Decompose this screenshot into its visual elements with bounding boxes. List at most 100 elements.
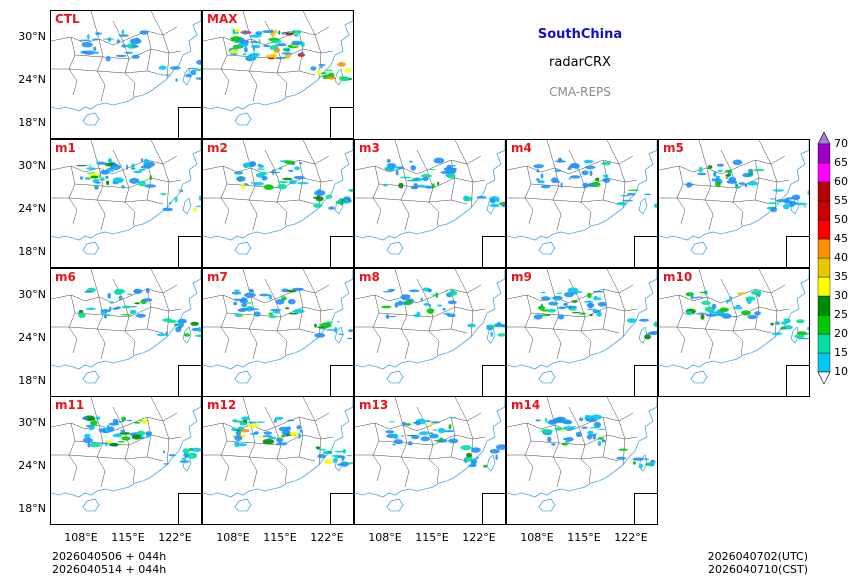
echo-cell <box>105 55 111 62</box>
coastline <box>51 397 201 498</box>
echo-cell <box>90 421 93 425</box>
echo-cell <box>121 184 125 189</box>
province-boundary <box>454 397 474 466</box>
province-boundary <box>355 326 468 334</box>
echo-cell <box>411 435 420 440</box>
echo-cell <box>328 206 335 210</box>
echo-cell <box>169 66 181 70</box>
echo-cell <box>255 54 259 58</box>
echo-cell <box>175 78 178 82</box>
echo-cell <box>130 167 136 170</box>
echo-cell <box>262 30 274 34</box>
echo-cell <box>279 166 283 170</box>
echo-cell <box>807 326 809 331</box>
system-title: CMA-REPS <box>549 85 611 99</box>
echo-cell <box>540 428 553 434</box>
echo-cell <box>742 173 752 178</box>
hainan-outline <box>234 498 252 512</box>
echo-cell <box>715 175 721 178</box>
echo-cell <box>601 161 612 166</box>
panel-label: m2 <box>207 141 228 155</box>
echo-cell <box>282 177 293 181</box>
echo-cell <box>427 288 432 293</box>
hainan-outline <box>538 370 556 384</box>
echo-cell <box>725 169 733 173</box>
province-boundary <box>242 269 252 298</box>
province-boundary <box>720 149 786 171</box>
longitude-tick-label: 115°E <box>567 531 601 544</box>
echo-cell <box>82 416 89 420</box>
echo-cell <box>448 290 458 296</box>
echo-cell <box>106 180 110 186</box>
province-boundary <box>507 197 620 205</box>
echo-cell <box>92 38 99 41</box>
echo-cell <box>156 333 167 337</box>
echo-cell <box>717 169 724 172</box>
echo-cell <box>271 39 282 43</box>
province-boundary <box>220 36 230 96</box>
echo-cell <box>315 446 321 450</box>
province-boundary <box>758 269 778 338</box>
colorbar-bottom-arrow <box>817 371 831 385</box>
echo-cell <box>109 306 112 312</box>
latitude-tick-label: 24°N <box>18 459 46 472</box>
echo-cell <box>296 425 302 430</box>
echo-cell <box>107 169 115 172</box>
province-boundary <box>546 269 556 298</box>
echo-cell <box>425 185 433 189</box>
echo-cell <box>262 44 271 48</box>
echo-cell <box>555 416 566 422</box>
echo-cell <box>339 76 350 82</box>
echo-cell <box>575 431 582 438</box>
echo-cell <box>232 28 235 35</box>
echo-cell <box>278 426 289 432</box>
panel-m10: m10 <box>658 268 810 397</box>
echo-cell <box>448 424 452 430</box>
echo-cell <box>242 162 250 168</box>
echo-cell <box>136 430 146 437</box>
echo-cell <box>475 456 479 459</box>
province-boundary <box>552 424 562 488</box>
colorbar-segment <box>817 219 831 240</box>
province-boundary <box>302 11 322 80</box>
echo-cell <box>129 306 138 308</box>
echo-cell <box>732 306 743 310</box>
echo-cell <box>783 318 790 322</box>
province-boundary <box>112 278 178 300</box>
echo-cell <box>413 183 419 189</box>
echo-cell <box>705 313 718 317</box>
echo-cell <box>163 463 170 465</box>
echo-cell <box>297 433 302 439</box>
reflectivity-field <box>385 416 505 468</box>
echo-cell <box>317 448 327 451</box>
map-canvas <box>203 397 353 512</box>
province-boundary <box>704 296 714 360</box>
echo-cell <box>429 169 436 171</box>
echo-cell <box>495 444 505 450</box>
panel-label: m5 <box>663 141 684 155</box>
echo-cell <box>466 452 472 458</box>
echo-cell <box>708 311 720 314</box>
echo-cell <box>446 171 456 174</box>
echo-cell <box>80 50 89 54</box>
echo-cell <box>102 38 115 40</box>
echo-cell <box>725 177 728 179</box>
province-boundary <box>394 269 404 298</box>
echo-cell <box>344 68 352 73</box>
echo-cell <box>119 432 131 435</box>
province-boundary <box>659 197 772 205</box>
echo-cell <box>775 199 788 203</box>
echo-cell <box>258 31 262 35</box>
echo-cell <box>293 34 299 37</box>
echo-cell <box>620 195 630 197</box>
echo-cell <box>277 183 287 190</box>
echo-cell <box>555 160 567 163</box>
echo-cell <box>448 416 457 419</box>
echo-cell <box>287 31 294 34</box>
echo-cell <box>92 178 100 184</box>
echo-cell <box>711 303 717 309</box>
echo-cell <box>106 440 113 444</box>
echo-cell <box>273 419 277 423</box>
echo-cell <box>597 301 607 307</box>
longitude-tick-label: 108°E <box>64 531 98 544</box>
